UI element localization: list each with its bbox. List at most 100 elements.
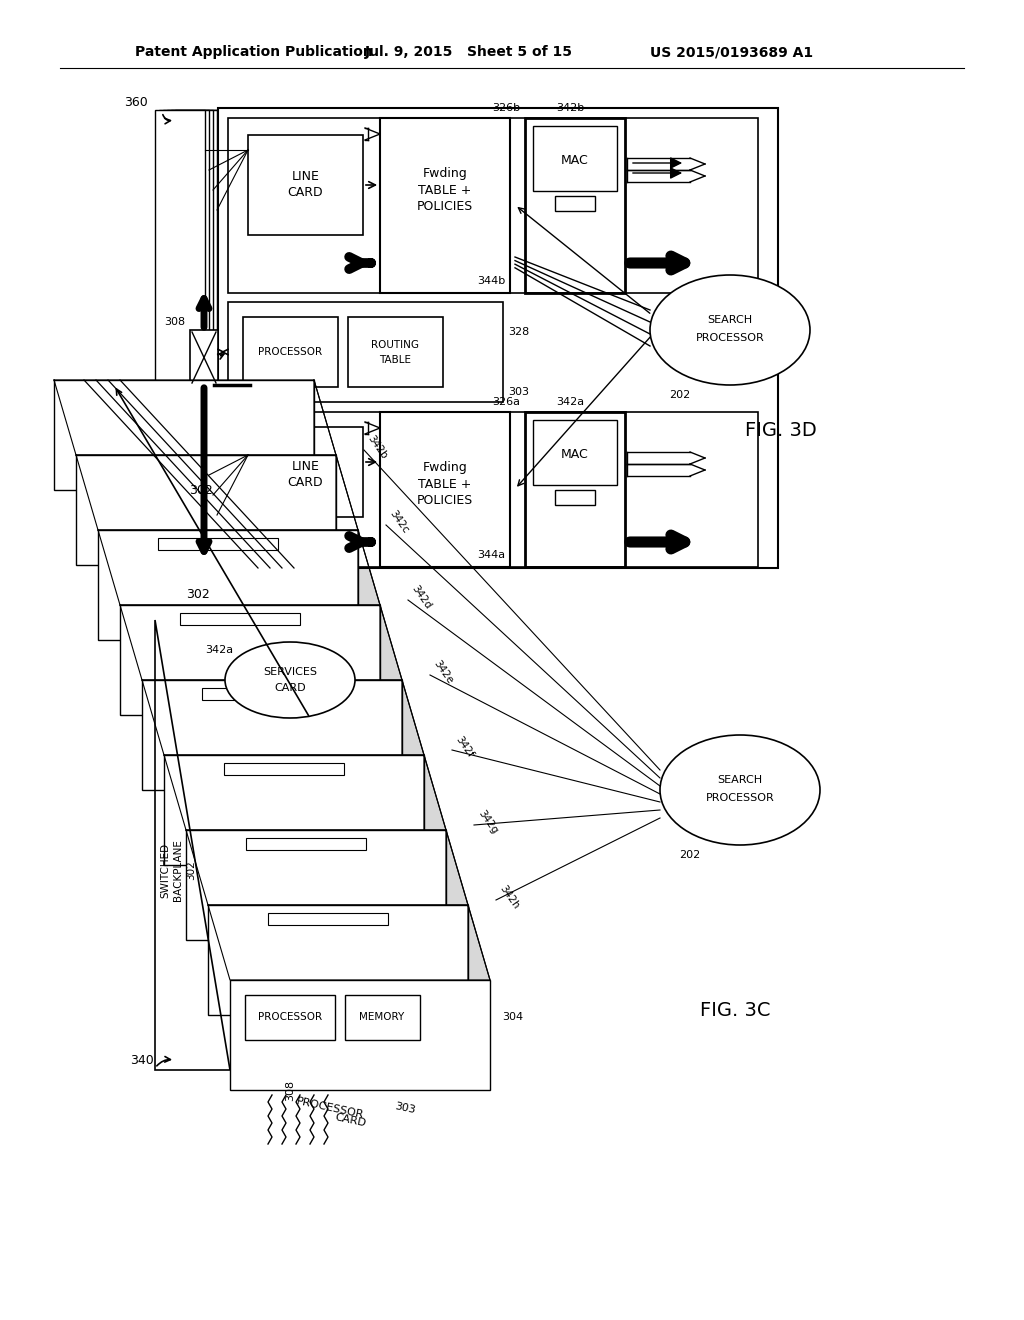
Polygon shape (314, 380, 336, 565)
Bar (190, 330, 218, 385)
Polygon shape (336, 455, 358, 640)
Bar (208, 906, 468, 1015)
Text: 302: 302 (186, 861, 196, 880)
Bar (54, 380, 314, 490)
Text: PROCESSOR: PROCESSOR (706, 793, 774, 803)
Text: 342c: 342c (388, 508, 411, 536)
Text: FIG. 3C: FIG. 3C (700, 1001, 770, 1019)
Text: 344a: 344a (477, 550, 505, 560)
Polygon shape (424, 755, 446, 940)
Bar (163, 110, 213, 565)
Text: TABLE +: TABLE + (419, 478, 472, 491)
Text: 202: 202 (679, 850, 700, 861)
Text: 328: 328 (508, 327, 529, 337)
Text: 342a: 342a (556, 397, 584, 407)
Text: CARD: CARD (288, 186, 324, 199)
Polygon shape (76, 455, 358, 531)
Polygon shape (98, 531, 380, 605)
Text: SERVICES: SERVICES (263, 667, 317, 677)
Bar (164, 755, 424, 865)
Bar (98, 531, 358, 640)
Bar (175, 110, 225, 565)
Text: 344b: 344b (477, 276, 505, 286)
Bar (120, 605, 380, 715)
Text: Fwding: Fwding (423, 461, 467, 474)
Bar (228, 117, 758, 293)
Text: Patent Application Publication: Patent Application Publication (135, 45, 373, 59)
Bar (534, 125, 617, 191)
Text: CARD: CARD (334, 1111, 367, 1129)
Text: 342a: 342a (205, 645, 233, 655)
Text: LINE: LINE (292, 170, 319, 183)
Bar (525, 117, 625, 293)
Text: 302: 302 (186, 589, 210, 602)
Bar (555, 490, 595, 506)
Bar (186, 830, 446, 940)
Text: 342b: 342b (366, 433, 389, 461)
Bar (380, 412, 510, 568)
Text: SEARCH: SEARCH (708, 315, 753, 325)
Bar (245, 995, 335, 1040)
Bar (228, 302, 503, 403)
Bar (243, 317, 338, 387)
Text: 342g: 342g (476, 808, 500, 836)
Polygon shape (120, 605, 402, 680)
Text: SEARCH: SEARCH (718, 775, 763, 785)
Text: MEMORY: MEMORY (359, 1012, 404, 1022)
Text: TABLE: TABLE (379, 355, 411, 366)
Polygon shape (186, 830, 468, 906)
Text: 326b: 326b (492, 103, 520, 114)
Text: 202: 202 (670, 389, 690, 400)
Text: 342e: 342e (432, 659, 456, 685)
Text: FIG. 3D: FIG. 3D (745, 421, 817, 440)
Text: BACKPLANE: BACKPLANE (173, 840, 183, 902)
Polygon shape (358, 531, 380, 715)
Bar (202, 688, 322, 700)
Bar (348, 317, 443, 387)
Bar (230, 979, 490, 1090)
Bar (248, 426, 362, 517)
Bar (158, 539, 278, 550)
Bar (76, 455, 336, 565)
Polygon shape (468, 906, 490, 1090)
Bar (155, 110, 205, 565)
Text: 340: 340 (130, 1053, 154, 1067)
Text: PROCESSOR: PROCESSOR (258, 347, 323, 356)
Text: 308: 308 (285, 1080, 295, 1101)
Text: MAC: MAC (561, 447, 589, 461)
Bar (228, 412, 758, 568)
Text: 304: 304 (502, 1012, 523, 1022)
Text: Fwding: Fwding (423, 166, 467, 180)
Text: 342d: 342d (410, 583, 433, 611)
Polygon shape (380, 605, 402, 789)
Text: LINE: LINE (292, 461, 319, 474)
Bar (159, 110, 209, 565)
Text: 342h: 342h (498, 883, 521, 911)
Bar (246, 838, 366, 850)
Polygon shape (208, 906, 490, 979)
Polygon shape (446, 830, 468, 1015)
Text: SWITCHED: SWITCHED (160, 842, 170, 898)
Text: ROUTING: ROUTING (371, 341, 419, 350)
Bar (525, 412, 625, 568)
Text: 308: 308 (164, 317, 185, 327)
Text: MAC: MAC (561, 153, 589, 166)
Bar (171, 110, 221, 565)
Polygon shape (54, 380, 336, 455)
Text: 303: 303 (393, 1101, 417, 1115)
Polygon shape (142, 680, 424, 755)
Text: 303: 303 (508, 387, 529, 397)
Ellipse shape (660, 735, 820, 845)
Text: 342f: 342f (454, 734, 476, 759)
Bar (142, 680, 402, 789)
Text: TABLE +: TABLE + (419, 183, 472, 197)
Text: PROCESSOR: PROCESSOR (295, 1096, 365, 1121)
Polygon shape (164, 755, 446, 830)
Bar (380, 117, 510, 293)
Ellipse shape (650, 275, 810, 385)
Bar (167, 110, 217, 565)
Text: 302: 302 (189, 483, 213, 496)
Bar (268, 913, 388, 925)
Bar (555, 195, 595, 211)
Polygon shape (402, 680, 424, 865)
